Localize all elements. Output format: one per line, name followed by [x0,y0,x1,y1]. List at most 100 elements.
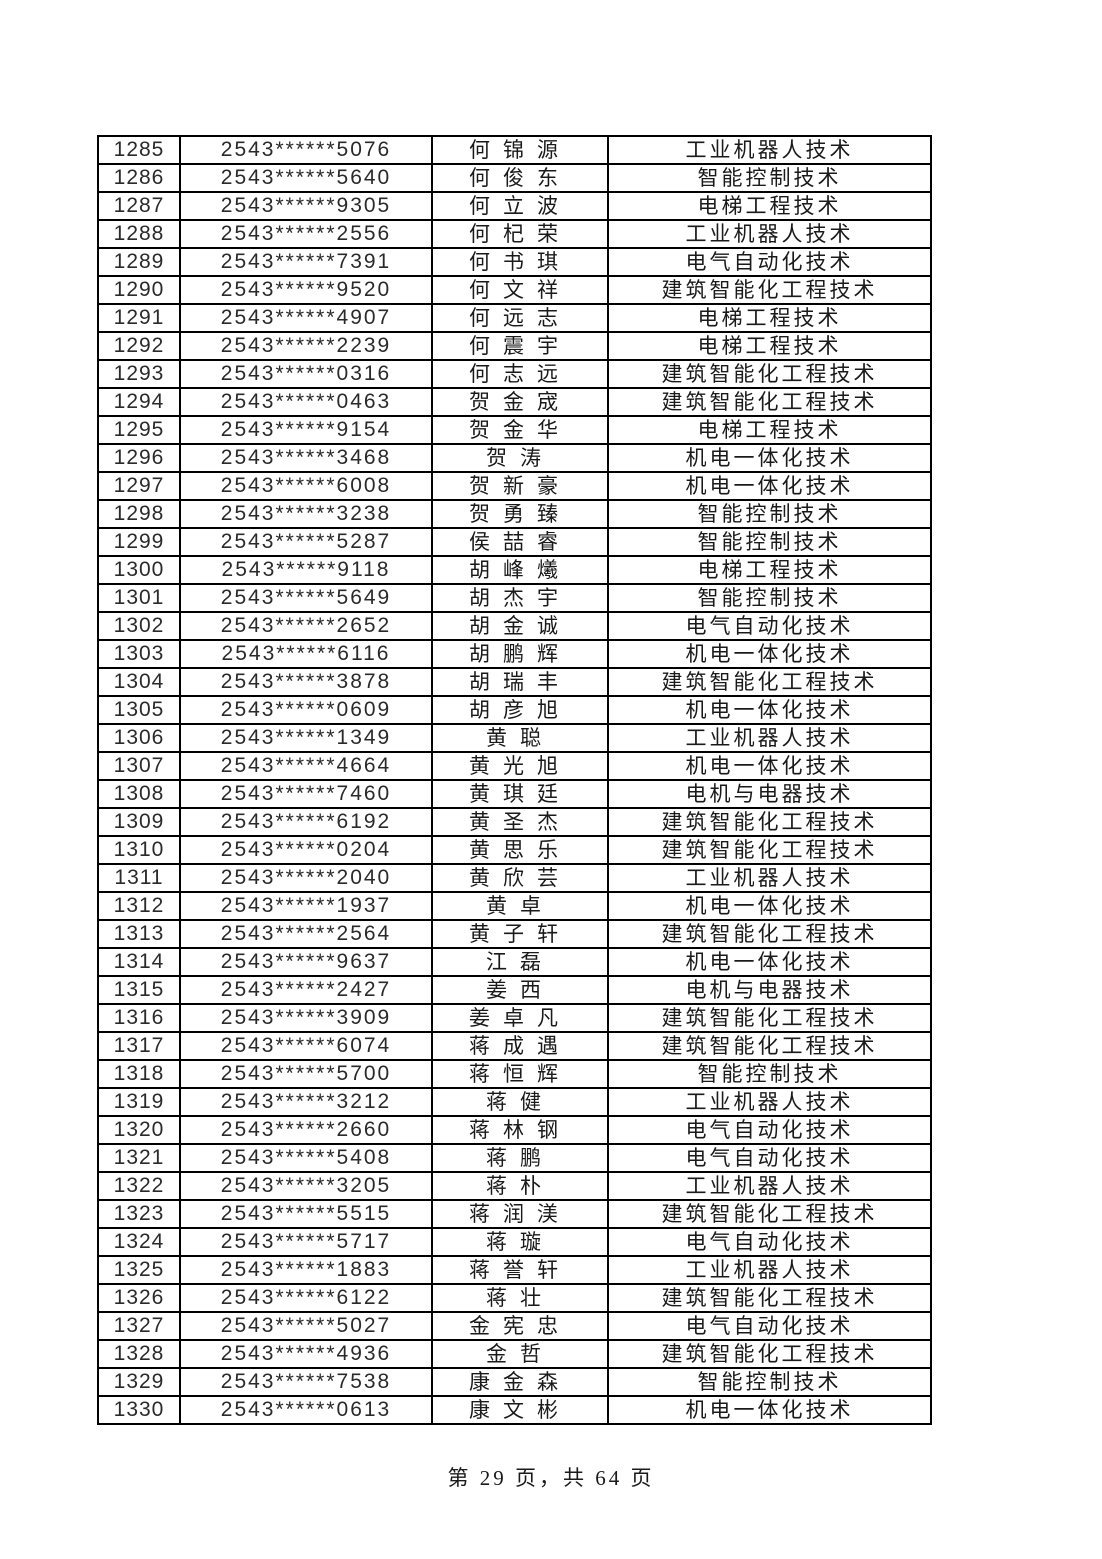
student-name-cell: 金宪忠 [431,1311,609,1341]
major-cell: 工业机器人技术 [607,135,932,165]
candidate-id-cell: 2543******5717 [179,1227,433,1257]
candidate-id-cell: 2543******5640 [179,163,433,193]
major-cell: 建筑智能化工程技术 [607,835,932,865]
candidate-id-cell: 2543******3212 [179,1087,433,1117]
table-row: 1297 2543******6008 贺新豪 机电一体化技术 [97,471,932,501]
major-cell: 电梯工程技术 [607,555,932,585]
student-name-cell: 金哲 [431,1339,609,1369]
row-number-cell: 1290 [97,275,181,305]
row-number-cell: 1298 [97,499,181,529]
student-name-cell: 蒋成遇 [431,1031,609,1061]
candidate-id-cell: 2543******5287 [179,527,433,557]
student-name-cell: 贺金宬 [431,387,609,417]
student-name-cell: 蒋林钢 [431,1115,609,1145]
student-name-cell: 蒋壮 [431,1283,609,1313]
major-cell: 建筑智能化工程技术 [607,1339,932,1369]
student-name-cell: 康金森 [431,1367,609,1397]
major-cell: 工业机器人技术 [607,863,932,893]
table-row: 1308 2543******7460 黄琪廷 电机与电器技术 [97,779,932,809]
row-number-cell: 1308 [97,779,181,809]
student-name-cell: 蒋恒辉 [431,1059,609,1089]
row-number-cell: 1317 [97,1031,181,1061]
major-cell: 机电一体化技术 [607,891,932,921]
major-cell: 机电一体化技术 [607,639,932,669]
major-cell: 电气自动化技术 [607,247,932,277]
student-name-cell: 蒋誉轩 [431,1255,609,1285]
candidate-id-cell: 2543******1349 [179,723,433,753]
table-row: 1298 2543******3238 贺勇臻 智能控制技术 [97,499,932,529]
table-row: 1328 2543******4936 金哲 建筑智能化工程技术 [97,1339,932,1369]
candidate-id-cell: 2543******2660 [179,1115,433,1145]
page-footer: 第 29 页，共 64 页 [447,1466,655,1490]
table-row: 1316 2543******3909 姜卓凡 建筑智能化工程技术 [97,1003,932,1033]
candidate-id-cell: 2543******2556 [179,219,433,249]
student-name-cell: 蒋朴 [431,1171,609,1201]
table-row: 1314 2543******9637 江磊 机电一体化技术 [97,947,932,977]
major-cell: 智能控制技术 [607,1059,932,1089]
table-row: 1307 2543******4664 黄光旭 机电一体化技术 [97,751,932,781]
student-name-cell: 蒋璇 [431,1227,609,1257]
major-cell: 建筑智能化工程技术 [607,919,932,949]
table-row: 1329 2543******7538 康金森 智能控制技术 [97,1367,932,1397]
row-number-cell: 1319 [97,1087,181,1117]
row-number-cell: 1303 [97,639,181,669]
table-row: 1296 2543******3468 贺涛 机电一体化技术 [97,443,932,473]
major-cell: 建筑智能化工程技术 [607,1283,932,1313]
student-name-cell: 黄欣芸 [431,863,609,893]
student-name-cell: 贺涛 [431,443,609,473]
candidate-id-cell: 2543******9154 [179,415,433,445]
major-cell: 电气自动化技术 [607,611,932,641]
row-number-cell: 1299 [97,527,181,557]
table-row: 1293 2543******0316 何志远 建筑智能化工程技术 [97,359,932,389]
candidate-id-cell: 2543******2040 [179,863,433,893]
row-number-cell: 1288 [97,219,181,249]
row-number-cell: 1292 [97,331,181,361]
major-cell: 电气自动化技术 [607,1227,932,1257]
student-name-cell: 蒋鹏 [431,1143,609,1173]
table-row: 1323 2543******5515 蒋润渼 建筑智能化工程技术 [97,1199,932,1229]
candidate-id-cell: 2543******0613 [179,1395,433,1425]
row-number-cell: 1314 [97,947,181,977]
row-number-cell: 1289 [97,247,181,277]
major-cell: 机电一体化技术 [607,695,932,725]
major-cell: 建筑智能化工程技术 [607,359,932,389]
table-row: 1290 2543******9520 何文祥 建筑智能化工程技术 [97,275,932,305]
table-row: 1288 2543******2556 何杞荣 工业机器人技术 [97,219,932,249]
table-row: 1292 2543******2239 何震宇 电梯工程技术 [97,331,932,361]
row-number-cell: 1312 [97,891,181,921]
candidate-id-cell: 2543******5408 [179,1143,433,1173]
student-name-cell: 姜西 [431,975,609,1005]
candidate-id-cell: 2543******4664 [179,751,433,781]
table-row: 1295 2543******9154 贺金华 电梯工程技术 [97,415,932,445]
table-row: 1325 2543******1883 蒋誉轩 工业机器人技术 [97,1255,932,1285]
candidate-id-cell: 2543******6192 [179,807,433,837]
candidate-id-cell: 2543******6116 [179,639,433,669]
row-number-cell: 1328 [97,1339,181,1369]
row-number-cell: 1307 [97,751,181,781]
row-number-cell: 1322 [97,1171,181,1201]
candidate-id-cell: 2543******2564 [179,919,433,949]
candidate-id-cell: 2543******1937 [179,891,433,921]
table-row: 1311 2543******2040 黄欣芸 工业机器人技术 [97,863,932,893]
row-number-cell: 1315 [97,975,181,1005]
table-row: 1285 2543******5076 何锦源 工业机器人技术 [97,135,932,165]
row-number-cell: 1293 [97,359,181,389]
student-name-cell: 贺勇臻 [431,499,609,529]
row-number-cell: 1313 [97,919,181,949]
candidate-id-cell: 2543******7391 [179,247,433,277]
candidate-id-cell: 2543******9305 [179,191,433,221]
major-cell: 电气自动化技术 [607,1143,932,1173]
table-row: 1301 2543******5649 胡杰宇 智能控制技术 [97,583,932,613]
major-cell: 建筑智能化工程技术 [607,275,932,305]
candidate-id-cell: 2543******6074 [179,1031,433,1061]
candidate-id-cell: 2543******0609 [179,695,433,725]
candidate-id-cell: 2543******7460 [179,779,433,809]
candidate-id-cell: 2543******3205 [179,1171,433,1201]
row-number-cell: 1329 [97,1367,181,1397]
student-name-cell: 何震宇 [431,331,609,361]
table-row: 1320 2543******2660 蒋林钢 电气自动化技术 [97,1115,932,1145]
student-name-cell: 胡金诚 [431,611,609,641]
candidate-id-cell: 2543******9637 [179,947,433,977]
candidate-id-cell: 2543******5515 [179,1199,433,1229]
table-row: 1313 2543******2564 黄子轩 建筑智能化工程技术 [97,919,932,949]
